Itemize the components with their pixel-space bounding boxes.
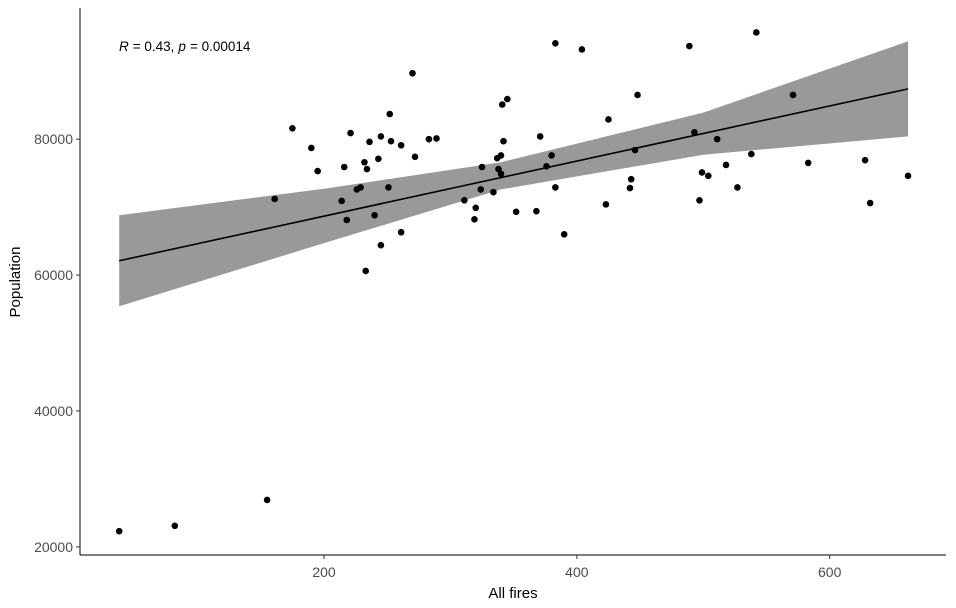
- fit-line: [119, 88, 909, 262]
- point: [386, 110, 394, 118]
- point: [361, 158, 368, 166]
- point: [536, 133, 544, 140]
- point: [171, 522, 179, 530]
- point: [289, 124, 296, 132]
- y-axis-title: Population: [7, 247, 24, 318]
- point: [634, 91, 641, 99]
- point: [387, 137, 395, 145]
- point: [748, 150, 755, 158]
- point: [560, 230, 568, 238]
- point: [263, 496, 271, 504]
- point: [385, 184, 392, 191]
- point: [602, 201, 610, 208]
- annotation-r: R: [119, 39, 129, 54]
- point: [631, 146, 639, 154]
- point: [504, 95, 511, 103]
- point: [698, 169, 706, 176]
- point: [478, 163, 486, 171]
- x-tick-label: 400: [565, 564, 589, 580]
- point: [497, 152, 505, 159]
- point: [866, 199, 874, 207]
- point: [498, 101, 506, 108]
- annotation-r-value: = 0.43,: [133, 39, 175, 54]
- point: [471, 216, 478, 223]
- confidence-band: [119, 41, 909, 307]
- point: [409, 69, 416, 77]
- y-tick-label: 20000: [34, 539, 73, 555]
- point: [397, 228, 405, 236]
- point: [115, 527, 123, 535]
- point: [500, 137, 507, 145]
- point: [411, 153, 419, 161]
- y-tick-label: 60000: [34, 267, 73, 283]
- point: [705, 172, 712, 180]
- point: [713, 135, 721, 143]
- annotation-p: p: [177, 39, 186, 54]
- y-tick-label: 40000: [34, 403, 73, 419]
- point: [472, 204, 480, 212]
- point: [314, 167, 321, 175]
- point: [548, 152, 555, 159]
- point: [347, 129, 354, 137]
- point: [753, 29, 760, 36]
- x-axis-title: All fires: [488, 585, 537, 602]
- point: [377, 241, 385, 249]
- y-tick-label: 80000: [34, 131, 73, 147]
- annotation: R = 0.43, p = 0.00014: [119, 39, 251, 54]
- point: [578, 46, 586, 53]
- point: [686, 42, 693, 50]
- point: [512, 208, 520, 216]
- point: [734, 184, 741, 191]
- point: [626, 184, 634, 192]
- point: [377, 133, 385, 140]
- point: [490, 188, 497, 196]
- point: [552, 184, 559, 191]
- point: [627, 175, 635, 183]
- point: [363, 165, 371, 173]
- point: [605, 116, 612, 123]
- point: [861, 156, 869, 164]
- point: [371, 211, 378, 219]
- x-tick-label: 200: [312, 564, 336, 580]
- point: [397, 141, 405, 149]
- annotation-p-value: = 0.00014: [190, 39, 251, 54]
- point: [804, 159, 812, 167]
- point: [357, 184, 364, 191]
- point: [338, 197, 345, 205]
- point: [497, 170, 505, 178]
- point: [533, 207, 540, 215]
- point: [461, 196, 468, 204]
- point: [696, 196, 703, 204]
- point: [308, 144, 315, 152]
- point: [343, 216, 351, 224]
- point: [477, 186, 485, 193]
- point: [271, 195, 278, 203]
- point: [789, 91, 797, 99]
- point: [552, 40, 559, 47]
- point: [375, 155, 382, 163]
- point: [722, 161, 730, 169]
- point: [433, 135, 440, 142]
- point: [904, 172, 912, 180]
- point: [366, 138, 373, 146]
- x-tick-label: 600: [818, 564, 842, 580]
- point: [425, 135, 433, 143]
- point: [340, 163, 348, 171]
- point: [543, 163, 550, 170]
- point: [691, 129, 698, 136]
- point: [362, 267, 370, 275]
